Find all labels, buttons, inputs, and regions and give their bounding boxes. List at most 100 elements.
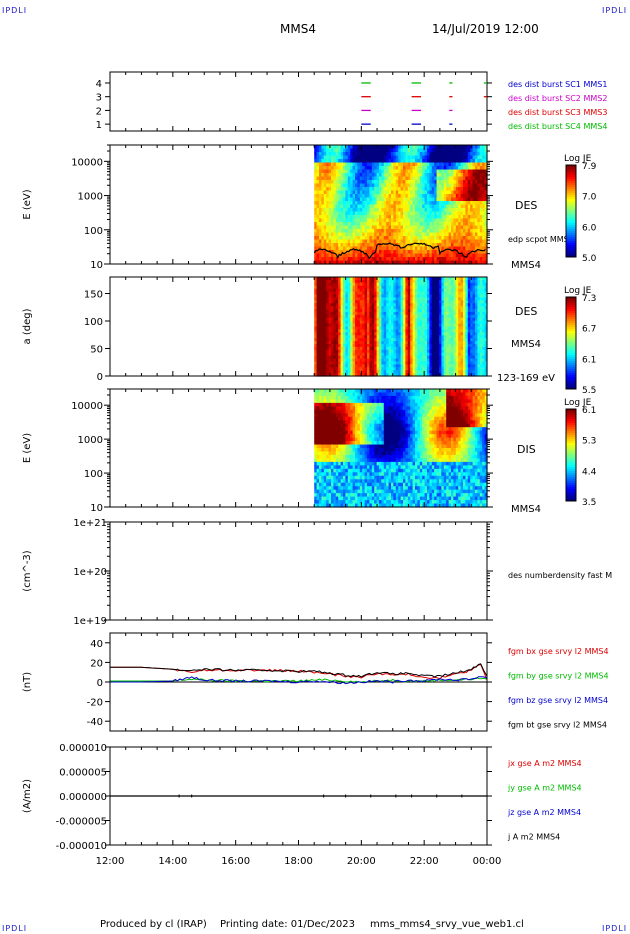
spectrogram-cell [439,236,442,241]
spectrogram-cell [321,183,325,188]
spectrogram-cell [343,194,347,199]
spectrogram-cell [374,162,378,167]
spectrogram-cell [350,218,354,223]
spectrogram-cell [321,155,325,160]
spectrogram-cell [477,243,481,248]
spectrogram-cell [424,190,428,195]
spectrogram-cell [369,285,373,290]
spectrogram-cell [357,294,361,298]
spectrogram-cell [340,257,344,262]
spectrogram-cell [388,169,392,174]
spectrogram-cell [335,314,339,319]
spectrogram-cell [422,152,426,157]
spectrogram-cell [333,367,337,371]
spectrogram-cell [314,367,318,371]
spectrogram-cell [319,364,323,368]
spectrogram-cell [410,215,414,220]
spectrogram-cell [395,323,399,328]
spectrogram-cell [453,222,457,227]
spectrogram-cell [403,257,406,262]
spectrogram-cell [398,253,402,258]
spectrogram-cell [343,145,347,150]
spectrogram-cell [319,148,323,153]
spectrogram-cell [484,145,488,150]
spectrogram-cell [355,349,359,354]
spectrogram-cell [410,162,414,167]
spectrogram-cell [367,343,371,348]
spectrogram-cell [321,239,325,244]
spectrogram-cell [364,326,368,331]
spectrogram-cell [407,361,411,365]
spectrogram-cell [431,204,435,209]
spectrogram-cell [367,314,371,319]
spectrogram-cell [446,253,450,258]
spectrogram-cell [345,243,349,248]
spectrogram-cell [465,317,469,322]
spectrogram-cell [479,197,483,202]
spectrogram-cell [439,329,442,333]
spectrogram-cell [422,338,426,342]
spectrogram-cell [405,311,409,316]
spectrogram-cell [448,279,452,284]
spectrogram-cell [323,159,327,164]
spectrogram-cell [422,309,426,313]
spectrogram-cell [484,260,488,265]
spectrogram-cell [470,166,474,171]
spectrogram-cell [431,291,435,296]
spectrogram-cell [376,229,380,234]
spectrogram-cell [422,335,426,339]
spectrogram-cell [359,317,363,322]
spectrogram-cell [362,159,366,164]
spectrogram-cell [412,187,416,192]
spectrogram-cell [415,332,418,336]
spectrogram-cell [333,159,337,164]
spectrogram-cell [415,257,418,262]
des-energy-colorbar-band [566,249,576,252]
spectrogram-cell [458,338,462,342]
spectrogram-cell [410,364,414,368]
spectrogram-cell [393,326,397,331]
spectrogram-cell [403,236,406,241]
spectrogram-cell [333,361,337,365]
spectrogram-cell [326,320,330,325]
spectrogram-cell [383,250,387,255]
spectrogram-cell [470,173,474,178]
spectrogram-cell [455,225,459,230]
spectrogram-cell [403,314,406,319]
spectrogram-cell [446,176,450,181]
spectrogram-cell [431,341,435,345]
spectrogram-cell [470,343,474,348]
spectrogram-cell [472,317,476,322]
spectrogram-cell [407,211,411,216]
spectrogram-cell [412,222,416,227]
spectrogram-cell [335,311,339,316]
spectrogram-cell [422,341,426,345]
spectrogram-cell [441,300,445,304]
spectrogram-cell [431,297,435,301]
spectrogram-cell [472,346,476,351]
spectrogram-cell [398,323,402,328]
spectrogram-cell [376,155,380,160]
spectrogram-cell [338,335,342,339]
spectrogram-cell [403,326,406,331]
spectrogram-cell [400,311,404,316]
spectrogram-cell [359,314,363,319]
spectrogram-cell [443,320,447,325]
spectrogram-cell [359,155,363,160]
spectrogram-cell [410,349,414,354]
spectrogram-cell [470,361,474,365]
spectrogram-cell [479,183,483,188]
spectrogram-cell [321,370,325,374]
spectrogram-cell [475,176,478,181]
spectrogram-cell [359,197,363,202]
spectrogram-cell [443,311,447,316]
spectrogram-cell [395,355,399,360]
spectrogram-cell [424,343,428,348]
spectrogram-cell [345,194,349,199]
spectrogram-cell [431,239,435,244]
spectrogram-cell [345,229,349,234]
spectrogram-cell [439,358,442,363]
spectrogram-cell [381,341,385,345]
spectrogram-cell [410,294,414,298]
spectrogram-cell [343,180,347,185]
